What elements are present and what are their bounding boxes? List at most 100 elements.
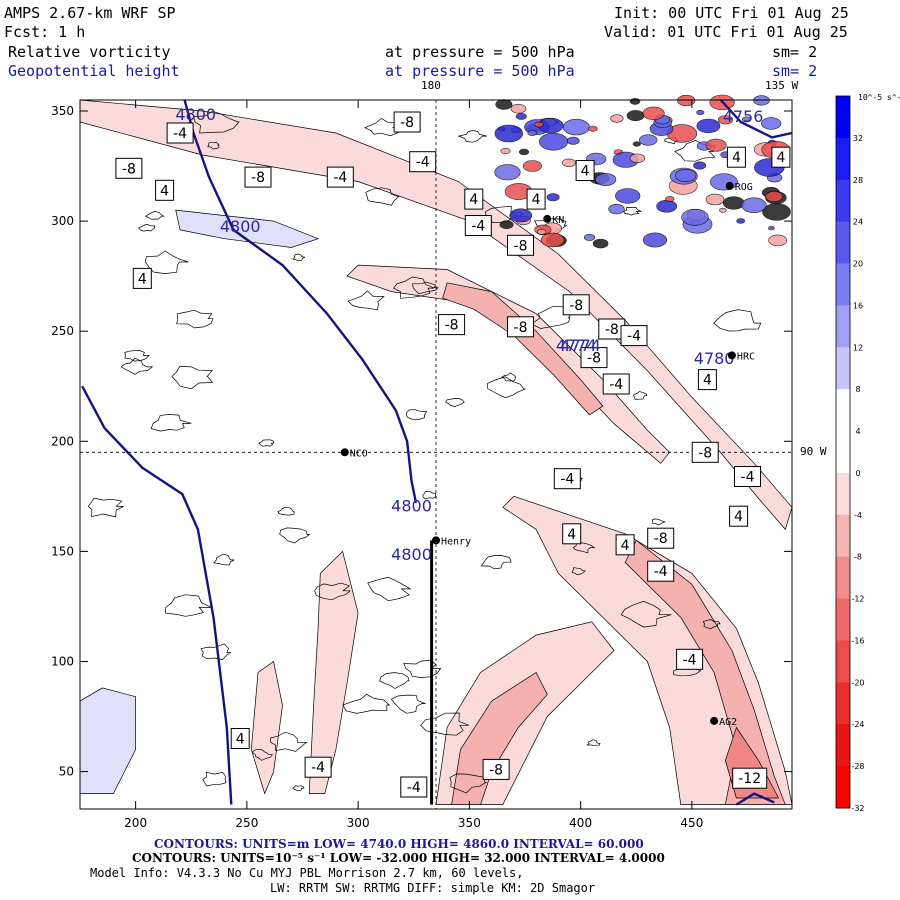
vorticity-contour [449,773,488,794]
vorticity-label-box [155,179,175,201]
vorticity-label-text: 4 [567,527,576,543]
vorticity-label: -8 [647,527,675,549]
colorbar-swatch [836,472,850,516]
colorbar-label: 16 [853,301,863,310]
forecast-hour: Fcst: 1 h [4,23,86,41]
height-label: 4780 [694,349,735,368]
station-name: ROG [735,182,753,193]
vorticity-contour [632,391,648,400]
vorticity-label: -8 [244,166,272,188]
x-tick-label: 450 [680,816,703,830]
vorticity-label-box [697,369,717,391]
vorticity-labels: -4-8-8-8 -4-444-4-84-8-8 -8 -8 -4-8-4 4-8-4 -4… [115,111,791,798]
storm-cell [566,136,580,145]
plot-frame [79,99,793,810]
colorbar-swatch [836,137,850,181]
vorticity-label-box [482,758,510,780]
vorticity-contour [480,555,512,570]
storm-cell [626,110,645,122]
grid-lines [80,100,792,809]
vorticity-contour [207,141,220,150]
station-name: KN [552,215,564,226]
vorticity-label-text: -4 [333,170,347,186]
vorticity-label-text: -8 [400,115,414,131]
vorticity-contour [277,506,295,516]
storm-cell [546,193,560,202]
vorticity-label: 4 [464,188,484,210]
storm-cell [762,203,791,221]
vorticity-label-box [507,234,534,256]
vorticity-label-text: -4 [654,564,668,580]
vorticity-contour [405,409,428,421]
colorbar-label: -8 [854,553,862,562]
y-tick-label: 200 [51,434,74,448]
storm-cell [656,199,678,213]
vorticity-contour [138,224,156,232]
height-contour [735,792,775,806]
storm-cell [722,196,745,210]
vorticity-label-box [326,166,354,188]
lon-label-90w: 90 W [800,445,827,458]
vorticity-contour [393,276,435,299]
vorticity-label: -8 [482,758,510,780]
colorbar-label: 24 [853,218,863,227]
vorticity-label-box [438,314,466,336]
storm-cell [510,103,527,114]
vorticity-label-text: 4 [160,183,169,199]
vorticity-contour [390,694,426,714]
colorbar-label: -24 [851,720,864,729]
vorticity-label-box [691,441,719,463]
storm-cell [681,208,709,226]
vorticity-contour [292,785,305,792]
vorticity-contour [342,693,391,714]
vorticity-label-box [771,146,791,168]
colorbar-swatch [836,724,850,767]
colorbar-swatch [836,766,850,809]
vorticity-region [250,660,283,795]
vorticity-contour [422,490,437,500]
storm-cell [610,114,624,123]
vorticity-label-box [393,111,421,133]
colorbar-swatch [836,389,850,432]
vorticity-label: 4 [526,188,546,210]
storm-cell [642,232,668,248]
vorticity-label-box [400,776,428,798]
colorbar-swatch [836,96,850,139]
height-label: 4800 [175,105,216,124]
lon-label-135w: 135 W [765,79,799,92]
storm-cell [768,226,775,231]
vorticity-label: -8 [691,441,719,463]
vorticity-contour [403,659,442,678]
station-name: HRC [737,351,755,362]
storm-cell [583,233,596,241]
vorticity-region [175,209,320,248]
vorticity-contour [457,130,487,143]
storm-cell [495,99,513,110]
vorticity-label-text: -8 [587,351,601,367]
station-name: NCO [350,448,368,459]
vorticity-label: -8 [598,318,626,340]
storm-cell [642,106,665,121]
vorticity-contour [213,553,235,566]
vorticity-label-text: -4 [741,470,755,486]
colorbar-swatch [836,431,850,474]
vorticity-label-box [580,347,608,369]
vorticity-contour [292,253,306,261]
vorticity-contour [379,672,410,689]
storm-cell [629,98,641,105]
storm-cell [608,204,625,215]
storm-cell [500,147,511,155]
colorbar-label: 8 [855,385,860,394]
field1-level: at pressure = 500 hPa [385,43,575,61]
storm-cell [665,196,675,202]
vorticity-contour [444,398,465,407]
vorticity-label-text: -8 [251,170,265,186]
vorticity-contour [572,542,596,554]
vorticity-label: -8 [115,157,143,179]
station-name: Henry [441,536,471,547]
vorticity-label-box [562,294,590,316]
vorticity-label-text: 4 [236,732,245,748]
vorticity-contour [269,731,308,752]
height-contour [719,99,793,139]
vorticity-contour [702,619,721,630]
